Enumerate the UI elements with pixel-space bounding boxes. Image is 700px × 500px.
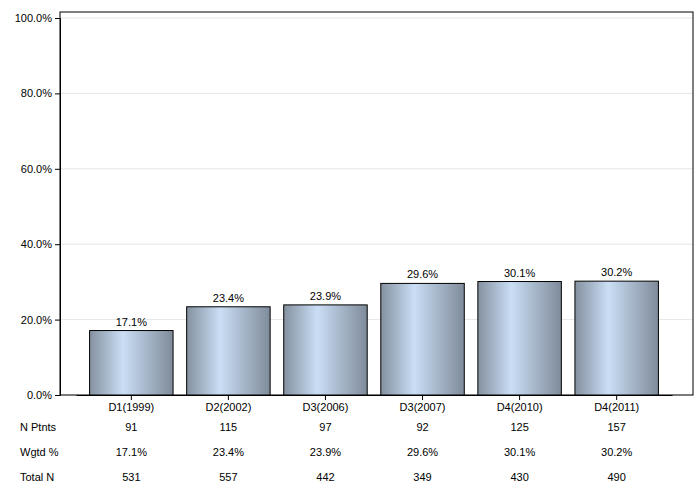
x-tick-mark <box>228 395 229 400</box>
x-tick-mark <box>131 395 132 400</box>
table-cell: 17.1% <box>116 446 147 458</box>
x-tick-label: D4(2011) <box>594 401 639 413</box>
table-cell: 115 <box>220 421 238 433</box>
x-tick: D2(2002) <box>205 395 251 413</box>
y-tick-mark <box>55 320 60 321</box>
y-tick: 40.0% <box>21 238 60 250</box>
table-cell: 92 <box>416 421 428 433</box>
grid-line <box>60 93 693 94</box>
data-label: 23.4% <box>213 292 244 304</box>
x-tick-label: D3(2006) <box>303 401 349 413</box>
y-tick: 20.0% <box>21 314 60 326</box>
y-tick-label: 20.0% <box>21 314 52 326</box>
data-label: 17.1% <box>116 316 147 328</box>
y-tick-mark <box>55 169 60 170</box>
x-tick-mark <box>325 395 326 400</box>
bar <box>575 281 658 395</box>
y-tick: 60.0% <box>21 163 60 175</box>
table-cell: 30.2% <box>601 446 632 458</box>
y-tick-mark <box>55 93 60 94</box>
y-axis: 0.0% 20.0% 40.0% 60.0% 80.0% 100.0% <box>15 12 61 401</box>
data-table: N Ptnts 91 115 97 92 125 157 Wgtd % 17.1% 23.4% 23… <box>20 421 632 483</box>
y-tick-label: 0.0% <box>27 389 52 401</box>
table-cell: 29.6% <box>407 446 438 458</box>
table-cell: 531 <box>122 471 140 483</box>
y-axis-line <box>55 19 61 396</box>
x-tick-label: D1(1999) <box>108 401 154 413</box>
x-axis: D1(1999) D2(2002) D3(2006) D3(2007) D4(2010)… <box>77 395 673 413</box>
data-label: 30.1% <box>504 267 535 279</box>
table-cell: 442 <box>316 471 334 483</box>
table-cell: 91 <box>125 421 137 433</box>
y-tick-mark <box>55 395 60 396</box>
y-tick-mark <box>55 18 60 19</box>
table-cell: 157 <box>607 421 625 433</box>
x-tick-label: D4(2010) <box>497 401 543 413</box>
bar <box>90 331 173 395</box>
table-cell: 430 <box>510 471 528 483</box>
x-tick: D3(2007) <box>400 395 446 413</box>
data-label: 30.2% <box>601 266 632 278</box>
data-label: 23.9% <box>310 290 341 302</box>
x-tick-mark <box>519 395 520 400</box>
table-row-label: Wgtd % <box>20 446 59 458</box>
table-cell: 23.9% <box>310 446 341 458</box>
y-tick-label: 80.0% <box>21 87 52 99</box>
data-label: 29.6% <box>407 268 438 280</box>
chart: 0.0% 20.0% 40.0% 60.0% 80.0% 100.0% D1(1999) D2… <box>0 0 700 500</box>
grid-line <box>60 168 693 169</box>
table-row-label: Total N <box>20 471 54 483</box>
bar <box>478 282 561 395</box>
table-cell: 125 <box>510 421 528 433</box>
y-tick: 80.0% <box>21 87 60 99</box>
data-labels: 17.1% 23.4% 23.9% 29.6% 30.1% 30.2% <box>116 266 633 327</box>
y-tick: 100.0% <box>15 12 60 24</box>
y-tick-label: 40.0% <box>21 238 52 250</box>
x-axis-line <box>77 395 673 396</box>
table-cell: 490 <box>607 471 625 483</box>
x-tick: D1(1999) <box>108 395 154 413</box>
x-tick-mark <box>616 395 617 400</box>
table-row-label: N Ptnts <box>20 421 57 433</box>
bar <box>381 283 464 395</box>
x-tick: D4(2010) <box>497 395 543 413</box>
x-tick: D4(2011) <box>594 395 639 413</box>
y-tick-label: 100.0% <box>15 12 53 24</box>
table-cell: 349 <box>413 471 431 483</box>
x-tick-label: D3(2007) <box>400 401 446 413</box>
grid-line <box>60 244 693 245</box>
table-cell: 23.4% <box>213 446 244 458</box>
table-cell: 557 <box>219 471 237 483</box>
x-tick: D3(2006) <box>303 395 349 413</box>
bar <box>284 305 367 395</box>
grid-line <box>60 18 693 19</box>
bar <box>187 307 270 395</box>
x-tick-mark <box>422 395 423 400</box>
y-tick: 0.0% <box>27 389 60 401</box>
table-cell: 97 <box>319 421 331 433</box>
y-tick-label: 60.0% <box>21 163 52 175</box>
grid <box>60 18 693 395</box>
plot-frame <box>60 12 693 395</box>
bars <box>90 281 659 395</box>
table-cell: 30.1% <box>504 446 535 458</box>
x-tick-label: D2(2002) <box>205 401 251 413</box>
y-tick-mark <box>55 244 60 245</box>
